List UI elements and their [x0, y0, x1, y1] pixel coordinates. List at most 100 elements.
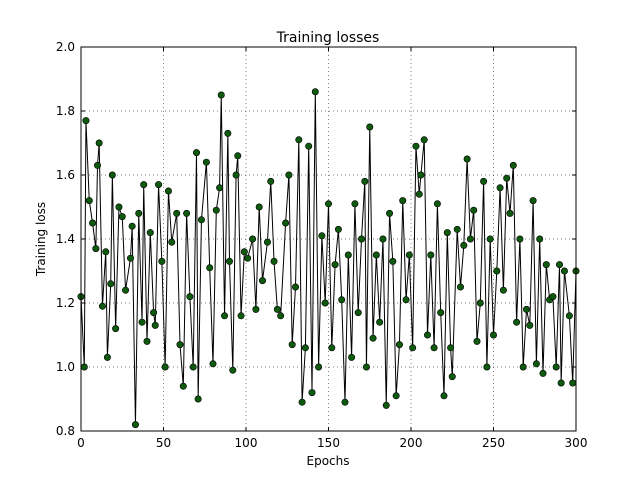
loss-marker: [470, 206, 478, 214]
x-tick-label: 150: [317, 436, 340, 450]
y-tick-label: 1.6: [56, 168, 75, 182]
loss-marker: [186, 293, 194, 301]
loss-marker: [202, 158, 210, 166]
loss-marker: [569, 379, 577, 387]
loss-marker: [509, 161, 517, 169]
loss-marker: [560, 267, 568, 275]
loss-marker: [237, 312, 245, 320]
loss-marker: [351, 200, 359, 208]
loss-marker: [138, 318, 146, 326]
loss-marker: [430, 344, 438, 352]
loss-marker: [216, 184, 224, 192]
loss-marker: [539, 369, 547, 377]
loss-marker: [321, 299, 329, 307]
loss-marker: [354, 309, 362, 317]
loss-marker: [267, 177, 275, 185]
loss-marker: [94, 161, 102, 169]
loss-marker: [443, 229, 451, 237]
loss-marker: [258, 277, 266, 285]
loss-marker: [270, 257, 278, 265]
loss-marker: [389, 257, 397, 265]
loss-marker: [466, 235, 474, 243]
loss-marker: [128, 222, 136, 230]
loss-marker: [155, 181, 163, 189]
loss-marker: [427, 251, 435, 259]
loss-marker: [532, 360, 540, 368]
loss-marker: [476, 299, 484, 307]
loss-marker: [95, 139, 103, 147]
loss-marker: [234, 152, 242, 160]
x-tick-label: 100: [235, 436, 258, 450]
loss-marker: [361, 177, 369, 185]
x-tick-label: 50: [156, 436, 171, 450]
loss-marker: [519, 363, 527, 371]
loss-marker: [338, 296, 346, 304]
loss-marker: [298, 398, 306, 406]
loss-marker: [92, 245, 100, 253]
loss-marker: [252, 305, 260, 313]
loss-marker: [437, 309, 445, 317]
x-tick-label: 0: [77, 436, 85, 450]
loss-marker: [308, 389, 316, 397]
loss-marker: [473, 337, 481, 345]
loss-marker: [499, 286, 507, 294]
loss-marker: [486, 235, 494, 243]
loss-marker: [194, 395, 202, 403]
loss-marker: [127, 254, 135, 262]
loss-marker: [526, 321, 534, 329]
loss-marker: [288, 341, 296, 349]
loss-marker: [282, 219, 290, 227]
loss-marker: [536, 235, 544, 243]
loss-marker: [197, 216, 205, 224]
loss-marker: [506, 209, 514, 217]
loss-marker: [448, 373, 456, 381]
loss-marker: [295, 136, 303, 144]
loss-marker: [402, 296, 410, 304]
loss-marker: [423, 331, 431, 339]
loss-marker: [379, 235, 387, 243]
loss-marker: [108, 171, 116, 179]
loss-marker: [334, 225, 342, 233]
loss-marker: [433, 200, 441, 208]
loss-marker: [206, 264, 214, 272]
loss-marker: [240, 248, 248, 256]
loss-marker: [420, 136, 428, 144]
loss-marker: [409, 344, 417, 352]
plot-frame: [80, 46, 577, 432]
loss-marker: [405, 251, 413, 259]
loss-marker: [273, 305, 281, 313]
loss-marker: [565, 312, 573, 320]
x-tick-label: 250: [482, 436, 505, 450]
x-tick-label: 300: [565, 436, 588, 450]
loss-marker: [151, 321, 159, 329]
loss-marker: [362, 363, 370, 371]
loss-marker: [244, 254, 252, 262]
loss-marker: [372, 251, 380, 259]
loss-marker: [102, 248, 110, 256]
loss-marker: [249, 235, 257, 243]
y-tick-label: 1.0: [56, 360, 75, 374]
loss-marker: [285, 171, 293, 179]
loss-marker: [395, 341, 403, 349]
loss-marker: [392, 392, 400, 400]
loss-marker: [341, 398, 349, 406]
loss-marker: [496, 184, 504, 192]
loss-marker: [399, 197, 407, 205]
loss-marker: [483, 363, 491, 371]
loss-marker: [366, 123, 374, 131]
loss-marker: [112, 325, 120, 333]
loss-marker: [447, 344, 455, 352]
loss-marker: [440, 392, 448, 400]
loss-marker: [386, 209, 394, 217]
loss-marker: [173, 209, 181, 217]
loss-marker: [529, 197, 537, 205]
loss-marker: [224, 129, 232, 137]
loss-marker: [107, 280, 115, 288]
loss-marker: [453, 225, 461, 233]
loss-marker: [89, 219, 97, 227]
loss-marker: [98, 302, 106, 310]
y-axis-label: Training loss: [34, 202, 48, 277]
